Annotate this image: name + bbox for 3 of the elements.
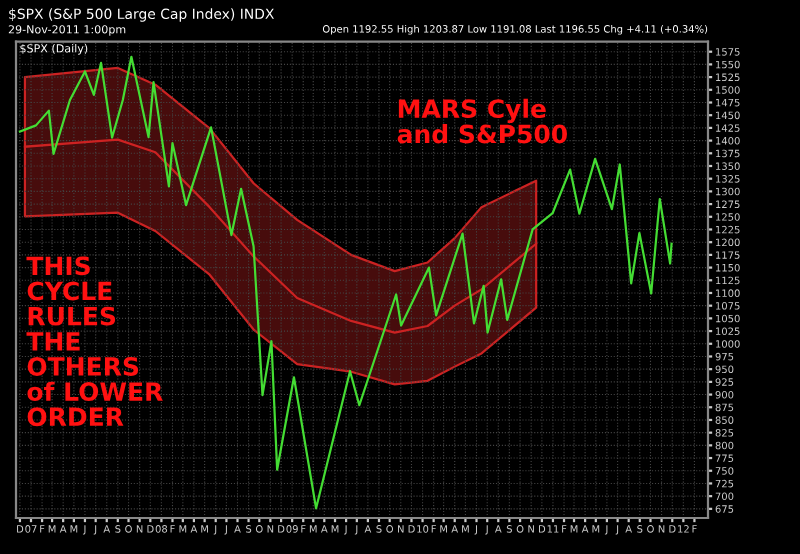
line-series [18,55,673,510]
annotation: MARS Cyle and S&P500 [397,98,567,144]
annotation: THIS CYCLE RULES THE OTHERS of LOWER ORDER [26,256,163,427]
